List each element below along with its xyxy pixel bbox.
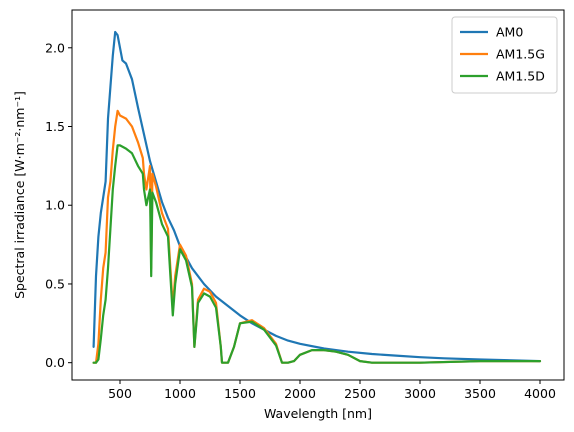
y-tick-label: 0.5 (45, 276, 65, 291)
x-tick-label: 2000 (284, 386, 316, 401)
x-tick-label: 2500 (344, 386, 376, 401)
x-axis: 500 1000 1500 2000 2500 3000 3500 4000 (108, 380, 556, 401)
series-line-2 (92, 144, 542, 364)
x-tick-label: 1500 (224, 386, 256, 401)
series-layer (92, 30, 542, 364)
y-tick-label: 2.0 (45, 40, 65, 55)
legend-box (451, 16, 558, 94)
legend-label: AM1.5D (496, 69, 545, 84)
x-tick-label: 3000 (404, 386, 436, 401)
x-tick-label: 1000 (164, 386, 196, 401)
y-tick-label: 1.5 (45, 119, 65, 134)
x-tick-label: 3500 (464, 386, 496, 401)
y-axis-label: Spectral irradiance [W·m⁻²·nm⁻¹] (12, 91, 27, 299)
y-tick-label: 1.0 (45, 198, 65, 213)
series-line-0 (92, 30, 542, 363)
x-tick-label: 4000 (524, 386, 556, 401)
x-tick-label: 500 (108, 386, 132, 401)
y-tick-label: 0.0 (45, 355, 65, 370)
y-axis: 0.0 0.5 1.0 1.5 2.0 (45, 40, 72, 370)
plot-frame (71, 9, 565, 381)
legend-label: AM1.5G (496, 47, 545, 62)
x-axis-label: Wavelength [nm] (264, 406, 372, 421)
legend-label: AM0 (496, 25, 523, 40)
legend: AM0 AM1.5G AM1.5D (451, 16, 558, 94)
